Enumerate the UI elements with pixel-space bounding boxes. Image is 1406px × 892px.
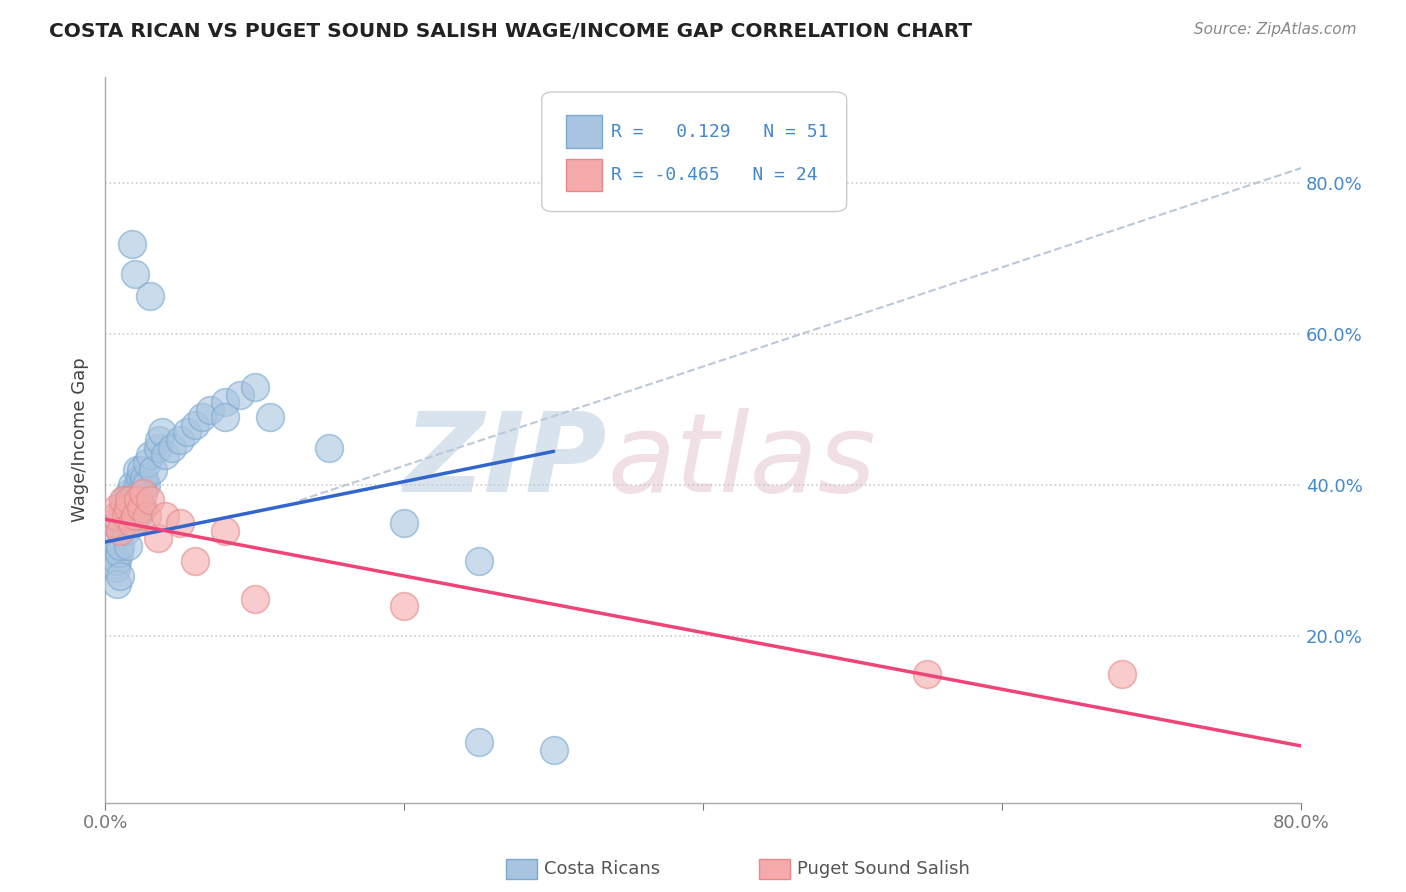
Point [392, 516, 415, 530]
Point [128, 471, 150, 485]
Point [108, 539, 131, 553]
Point [139, 289, 162, 303]
Point [104, 508, 127, 523]
Point [107, 546, 129, 560]
Point [115, 508, 138, 523]
Point [131, 478, 153, 492]
Point [229, 387, 252, 401]
Text: ZIP: ZIP [404, 409, 607, 516]
Point [1111, 667, 1133, 681]
Point [169, 433, 191, 447]
Point [153, 508, 176, 523]
Point [111, 516, 134, 530]
Bar [565, 115, 602, 148]
Point [120, 508, 142, 523]
Point [124, 508, 146, 523]
Point [468, 735, 491, 749]
Text: COSTA RICAN VS PUGET SOUND SALISH WAGE/INCOME GAP CORRELATION CHART: COSTA RICAN VS PUGET SOUND SALISH WAGE/I… [49, 22, 973, 41]
Point [105, 554, 128, 568]
Point [108, 524, 131, 538]
Point [136, 508, 159, 523]
Point [112, 493, 135, 508]
Point [153, 448, 176, 462]
Point [146, 441, 169, 455]
Point [184, 417, 207, 432]
Point [214, 395, 236, 409]
Point [198, 402, 221, 417]
Text: Source: ZipAtlas.com: Source: ZipAtlas.com [1194, 22, 1357, 37]
Y-axis label: Wage/Income Gap: Wage/Income Gap [72, 358, 89, 523]
Point [121, 493, 143, 508]
Point [124, 267, 146, 281]
Point [468, 554, 491, 568]
Point [214, 410, 236, 425]
Point [121, 236, 143, 251]
Point [191, 410, 214, 425]
Point [104, 561, 127, 575]
Point [121, 478, 143, 492]
Point [115, 524, 138, 538]
Point [259, 410, 281, 425]
Point [139, 448, 162, 462]
Point [105, 576, 128, 591]
Point [139, 493, 162, 508]
Point [112, 501, 135, 516]
Point [122, 516, 145, 530]
Point [214, 524, 236, 538]
Point [114, 493, 136, 508]
Point [104, 516, 127, 530]
Text: Costa Ricans: Costa Ricans [544, 860, 661, 878]
Point [136, 456, 159, 470]
Point [129, 463, 152, 477]
Point [118, 486, 141, 500]
Point [117, 516, 139, 530]
FancyBboxPatch shape [541, 92, 846, 211]
Point [117, 539, 139, 553]
Point [101, 531, 124, 545]
Point [124, 486, 146, 500]
Point [392, 599, 415, 614]
Text: R = -0.465   N = 24: R = -0.465 N = 24 [612, 166, 818, 185]
Point [108, 569, 131, 583]
Bar [565, 159, 602, 191]
Point [917, 667, 939, 681]
Point [118, 493, 141, 508]
Point [129, 501, 152, 516]
Text: atlas: atlas [607, 409, 876, 516]
Point [101, 516, 124, 530]
Point [150, 425, 173, 440]
Point [169, 516, 191, 530]
Point [184, 554, 207, 568]
Point [148, 433, 170, 447]
Point [127, 508, 149, 523]
Text: R =   0.129   N = 51: R = 0.129 N = 51 [612, 123, 828, 141]
Point [243, 591, 266, 606]
Point [131, 501, 153, 516]
Point [103, 546, 125, 560]
Point [142, 463, 165, 477]
Point [117, 501, 139, 516]
Point [121, 516, 143, 530]
Point [243, 380, 266, 394]
Point [125, 463, 148, 477]
Point [127, 493, 149, 508]
Point [105, 501, 128, 516]
Point [131, 486, 153, 500]
Point [176, 425, 198, 440]
Point [127, 478, 149, 492]
Point [146, 531, 169, 545]
Point [162, 441, 184, 455]
Point [543, 742, 565, 756]
Point [318, 441, 340, 455]
Text: Puget Sound Salish: Puget Sound Salish [797, 860, 970, 878]
Point [135, 478, 157, 492]
Point [132, 471, 155, 485]
